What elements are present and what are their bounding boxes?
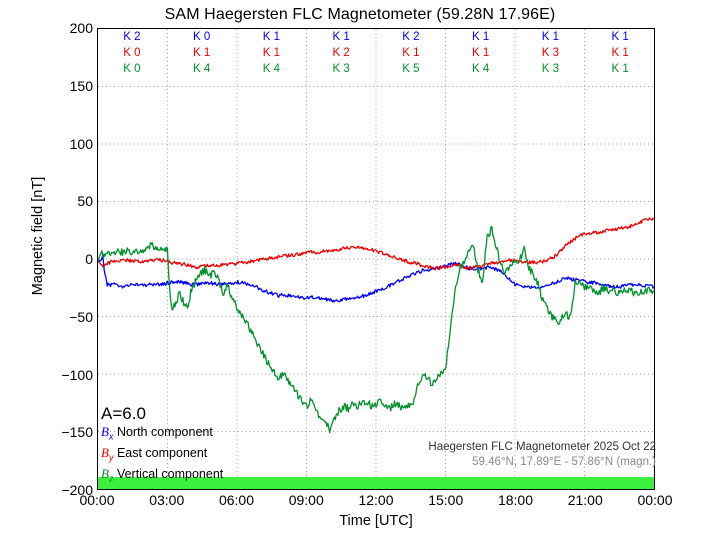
x-tick-label: 18:00 — [497, 492, 534, 508]
x-tick-label: 21:00 — [567, 492, 603, 508]
x-axis-label: Time [UTC] — [339, 513, 413, 529]
y-tick-label: −150 — [61, 424, 93, 441]
y-tick-label: 200 — [69, 20, 93, 36]
x-axis-ticks: 00:00 03:00 06:00 09:00 12:00 15:00 18:00 21:00… — [79, 492, 672, 514]
x-tick-label: 12:00 — [358, 492, 394, 508]
y-tick-label: 100 — [69, 135, 93, 152]
y-tick-label: −100 — [61, 366, 93, 383]
chart-title: SAM Haegersten FLC Magnetometer (59.28N … — [164, 6, 556, 23]
y-axis-ticks: 200 150 100 50 0 −50 −100 −150 −200 — [31, 20, 93, 498]
data-coverage-bar — [98, 477, 654, 489]
y-tick-label: −50 — [69, 308, 93, 325]
series-line-bx — [98, 254, 654, 303]
series-line-by — [98, 217, 654, 271]
x-tick-label: 06:00 — [218, 492, 255, 508]
y-tick-label: 150 — [69, 77, 93, 94]
x-tick-label: 03:00 — [149, 492, 185, 508]
y-tick-label: 50 — [77, 193, 93, 210]
data-series-group — [98, 217, 654, 489]
x-tick-label: 15:00 — [428, 492, 464, 508]
x-tick-label: 09:00 — [288, 492, 324, 508]
grid-lines — [98, 29, 654, 489]
x-tick-label: 00:00 — [79, 492, 115, 508]
y-tick-label: 0 — [85, 251, 93, 267]
x-tick-label: 00:00 — [637, 492, 673, 508]
plot-area — [97, 28, 655, 490]
y-tick-label: −200 — [61, 482, 93, 498]
series-line-bz — [98, 225, 654, 434]
